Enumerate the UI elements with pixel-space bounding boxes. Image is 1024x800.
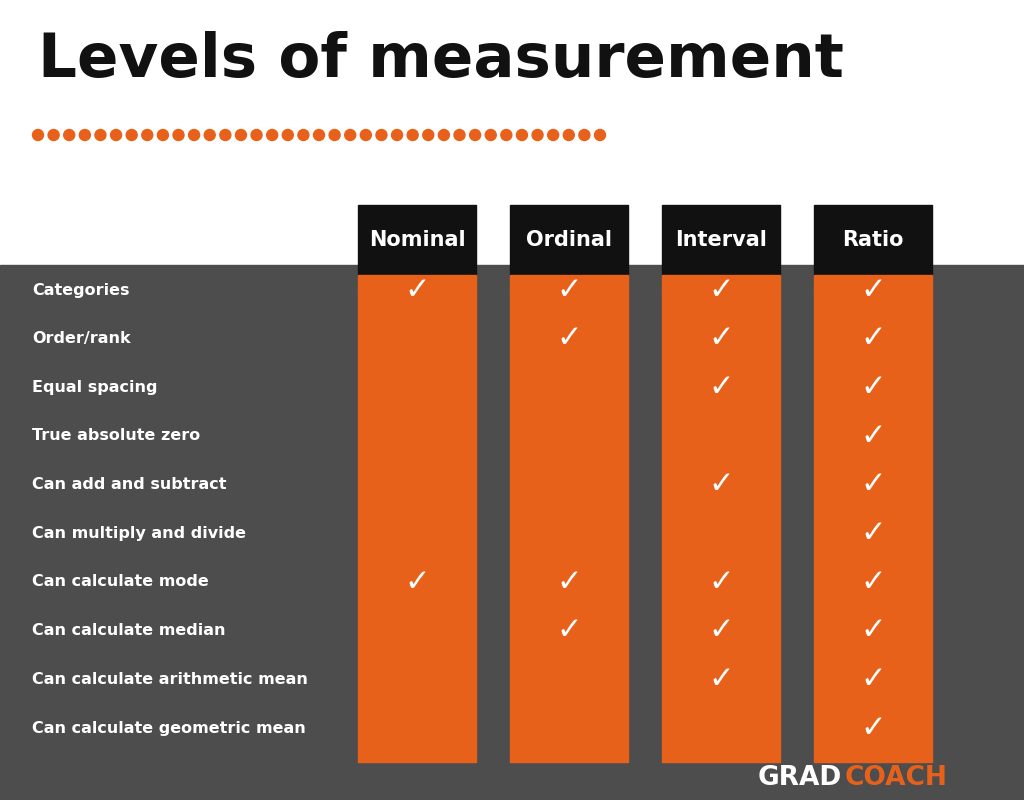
Bar (0, 265, 1024, 800)
Text: ✓: ✓ (860, 373, 886, 402)
Circle shape (48, 130, 59, 141)
Circle shape (563, 130, 574, 141)
Circle shape (532, 130, 543, 141)
Text: ✓: ✓ (709, 275, 734, 305)
Circle shape (251, 130, 262, 141)
Circle shape (548, 130, 559, 141)
Bar (814, 291, 932, 762)
Bar (814, 205, 932, 275)
Text: Can add and subtract: Can add and subtract (32, 477, 226, 492)
Text: ✓: ✓ (860, 324, 886, 353)
Text: True absolute zero: True absolute zero (32, 429, 201, 443)
Bar (358, 205, 476, 275)
Circle shape (313, 130, 325, 141)
Text: Order/rank: Order/rank (32, 331, 131, 346)
Circle shape (485, 130, 497, 141)
Circle shape (345, 130, 355, 141)
Bar (662, 275, 780, 291)
Text: Can multiply and divide: Can multiply and divide (32, 526, 246, 541)
Text: Ordinal: Ordinal (526, 230, 612, 250)
Text: Interval: Interval (675, 230, 767, 250)
Circle shape (266, 130, 278, 141)
Text: ✓: ✓ (860, 714, 886, 742)
Circle shape (111, 130, 122, 141)
Bar (662, 205, 780, 275)
Circle shape (329, 130, 340, 141)
Circle shape (158, 130, 168, 141)
Text: Can calculate geometric mean: Can calculate geometric mean (32, 721, 306, 735)
Bar (662, 291, 780, 762)
Circle shape (33, 130, 43, 141)
Text: COACH: COACH (844, 765, 947, 791)
Text: Categories: Categories (32, 282, 129, 298)
Text: ✓: ✓ (709, 324, 734, 353)
Circle shape (95, 130, 105, 141)
Circle shape (204, 130, 215, 141)
Circle shape (516, 130, 527, 141)
Text: ✓: ✓ (709, 373, 734, 402)
Text: ✓: ✓ (860, 275, 886, 305)
Text: ✓: ✓ (860, 519, 886, 548)
Bar (814, 275, 932, 291)
Text: GRAD: GRAD (758, 765, 843, 791)
Circle shape (126, 130, 137, 141)
Text: ✓: ✓ (860, 665, 886, 694)
Circle shape (579, 130, 590, 141)
Circle shape (79, 130, 90, 141)
Circle shape (360, 130, 372, 141)
Circle shape (408, 130, 418, 141)
Text: ✓: ✓ (404, 275, 430, 305)
Text: ✓: ✓ (860, 616, 886, 645)
Text: ✓: ✓ (709, 470, 734, 499)
Text: Ratio: Ratio (843, 230, 904, 250)
Circle shape (595, 130, 605, 141)
Circle shape (188, 130, 200, 141)
Text: ✓: ✓ (556, 324, 582, 353)
Text: ✓: ✓ (556, 616, 582, 645)
Circle shape (63, 130, 75, 141)
Bar (358, 291, 476, 762)
Circle shape (391, 130, 402, 141)
Bar (510, 275, 628, 291)
Circle shape (283, 130, 293, 141)
Circle shape (501, 130, 512, 141)
Bar (358, 275, 476, 291)
Circle shape (438, 130, 450, 141)
Text: ✓: ✓ (556, 567, 582, 597)
Circle shape (454, 130, 465, 141)
Text: ✓: ✓ (709, 616, 734, 645)
Bar (510, 205, 628, 275)
Text: ✓: ✓ (860, 567, 886, 597)
Bar (510, 291, 628, 762)
Circle shape (220, 130, 230, 141)
Text: Equal spacing: Equal spacing (32, 380, 158, 395)
Circle shape (236, 130, 247, 141)
Circle shape (298, 130, 309, 141)
Circle shape (141, 130, 153, 141)
Text: ✓: ✓ (404, 567, 430, 597)
Text: ✓: ✓ (709, 665, 734, 694)
Text: Levels of measurement: Levels of measurement (38, 30, 844, 90)
Text: Nominal: Nominal (369, 230, 465, 250)
Text: ✓: ✓ (860, 422, 886, 450)
Bar (0, 0, 1024, 265)
Circle shape (423, 130, 434, 141)
Text: ✓: ✓ (556, 275, 582, 305)
Circle shape (173, 130, 184, 141)
Circle shape (470, 130, 480, 141)
Text: ✓: ✓ (709, 567, 734, 597)
Text: Can calculate arithmetic mean: Can calculate arithmetic mean (32, 672, 308, 687)
Text: Can calculate mode: Can calculate mode (32, 574, 209, 590)
Circle shape (376, 130, 387, 141)
Text: ✓: ✓ (860, 470, 886, 499)
Text: Can calculate median: Can calculate median (32, 623, 225, 638)
